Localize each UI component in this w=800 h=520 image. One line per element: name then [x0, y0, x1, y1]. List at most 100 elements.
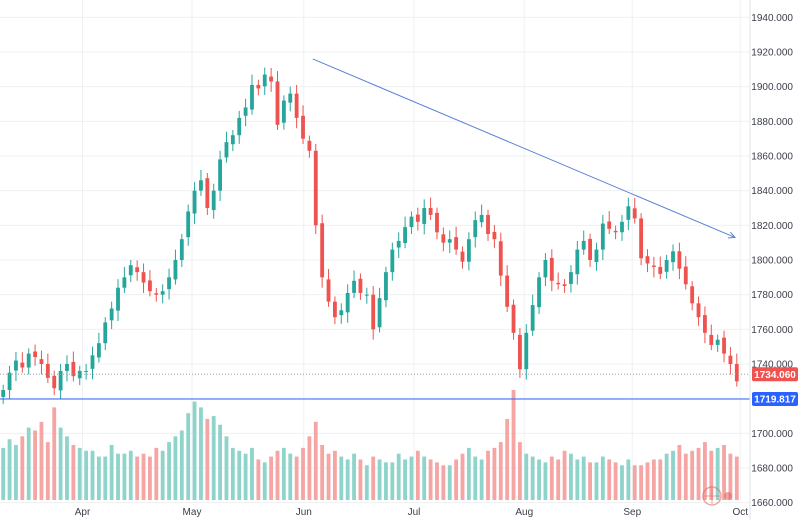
candle-body	[479, 214, 484, 223]
volume-bar	[128, 450, 133, 500]
candle-body	[415, 214, 420, 222]
volume-bar	[345, 459, 350, 500]
candle-body	[384, 272, 388, 301]
volume-bar	[588, 462, 592, 500]
volume-bar	[734, 456, 739, 500]
candle-body	[199, 180, 203, 191]
time-axis[interactable]: Apr May Jun Jul Aug Sep Oct	[75, 507, 749, 518]
candle-body	[594, 249, 599, 263]
candle-body	[45, 364, 50, 378]
candle-body	[575, 249, 580, 275]
volume-bar	[65, 436, 69, 500]
trend-line-arrow-icon	[727, 231, 737, 239]
candle-body	[358, 278, 363, 293]
price-tags: 1734.060 1719.817	[752, 367, 798, 406]
candle-body	[26, 353, 31, 368]
volume-bar	[160, 450, 165, 500]
candle-body	[122, 277, 127, 288]
volume-bars	[1, 390, 739, 500]
volume-bar	[620, 465, 624, 500]
candle-body	[256, 84, 261, 89]
volume-bar	[498, 442, 503, 500]
volume-bar	[20, 436, 25, 500]
x-tick-label: Jun	[296, 507, 312, 518]
candle-body	[511, 304, 516, 333]
volume-bar	[486, 450, 490, 500]
current-price-label: 1734.060	[754, 370, 796, 381]
volume-bar	[377, 459, 382, 500]
candle-body	[441, 234, 446, 243]
volume-bar	[313, 421, 318, 500]
candle-body	[396, 240, 401, 248]
candle-body	[473, 220, 478, 238]
volume-bar	[390, 462, 395, 500]
candle-body	[352, 280, 356, 293]
candle-body	[683, 266, 688, 285]
candle-body	[103, 322, 108, 344]
candle-body	[715, 339, 720, 345]
candle-body	[20, 362, 25, 368]
candle-body	[135, 267, 140, 273]
trend-line[interactable]	[312, 58, 736, 238]
candle-body	[224, 142, 229, 158]
candle-body	[632, 208, 637, 219]
candle-body	[658, 266, 663, 274]
candle-body	[639, 218, 644, 259]
volume-bar	[454, 459, 459, 500]
y-tick-label: 1780.000	[751, 290, 793, 301]
y-tick-label: 1840.000	[751, 186, 793, 197]
candle-body	[466, 239, 471, 262]
y-tick-label: 1900.000	[751, 82, 793, 93]
y-tick-label: 1880.000	[751, 117, 793, 128]
volume-bar	[683, 453, 688, 500]
volume-bar	[96, 456, 101, 500]
candle-body	[607, 221, 612, 229]
candle-body	[90, 355, 95, 369]
volume-bar	[1, 447, 6, 500]
candle-body	[230, 135, 235, 145]
x-tick-label: May	[183, 507, 202, 518]
candle-body	[313, 150, 318, 226]
volume-bar	[26, 427, 31, 500]
y-tick-label: 1760.000	[751, 325, 793, 336]
price-axis[interactable]: 1660.0001680.0001700.0001720.0001740.000…	[749, 0, 793, 520]
x-tick-label: Oct	[732, 507, 748, 518]
candle-body	[709, 334, 714, 345]
volume-bar	[262, 462, 267, 500]
candle-body	[269, 76, 274, 82]
candle-body	[486, 214, 490, 234]
volume-bar	[109, 445, 114, 500]
candlesticks	[1, 67, 739, 404]
volume-bar	[358, 459, 363, 500]
volume-bar	[632, 465, 637, 500]
candle-body	[460, 251, 465, 262]
candle-body	[65, 364, 69, 371]
candle-body	[505, 275, 510, 307]
volume-bar	[651, 459, 656, 500]
volume-bar	[441, 465, 446, 500]
volume-bar	[199, 407, 203, 500]
volume-bar	[435, 462, 439, 500]
volume-bar	[403, 459, 407, 500]
candle-body	[371, 294, 376, 330]
drawings	[0, 58, 750, 400]
candle-body	[345, 292, 350, 313]
volume-bar	[39, 421, 44, 500]
candle-body	[664, 260, 669, 272]
volume-bar	[364, 465, 369, 500]
candle-body	[454, 237, 459, 250]
candle-body	[588, 238, 592, 260]
volume-bar	[148, 456, 152, 500]
candle-body	[435, 212, 439, 233]
candle-body	[211, 190, 216, 211]
volume-bar	[671, 450, 675, 500]
candle-body	[377, 298, 382, 328]
volume-bar	[728, 453, 733, 500]
volume-bar	[167, 442, 171, 500]
candle-body	[390, 249, 395, 273]
volume-bar	[288, 453, 293, 500]
candle-body	[722, 337, 726, 354]
volume-bar	[428, 459, 433, 500]
volume-bar	[594, 462, 599, 500]
